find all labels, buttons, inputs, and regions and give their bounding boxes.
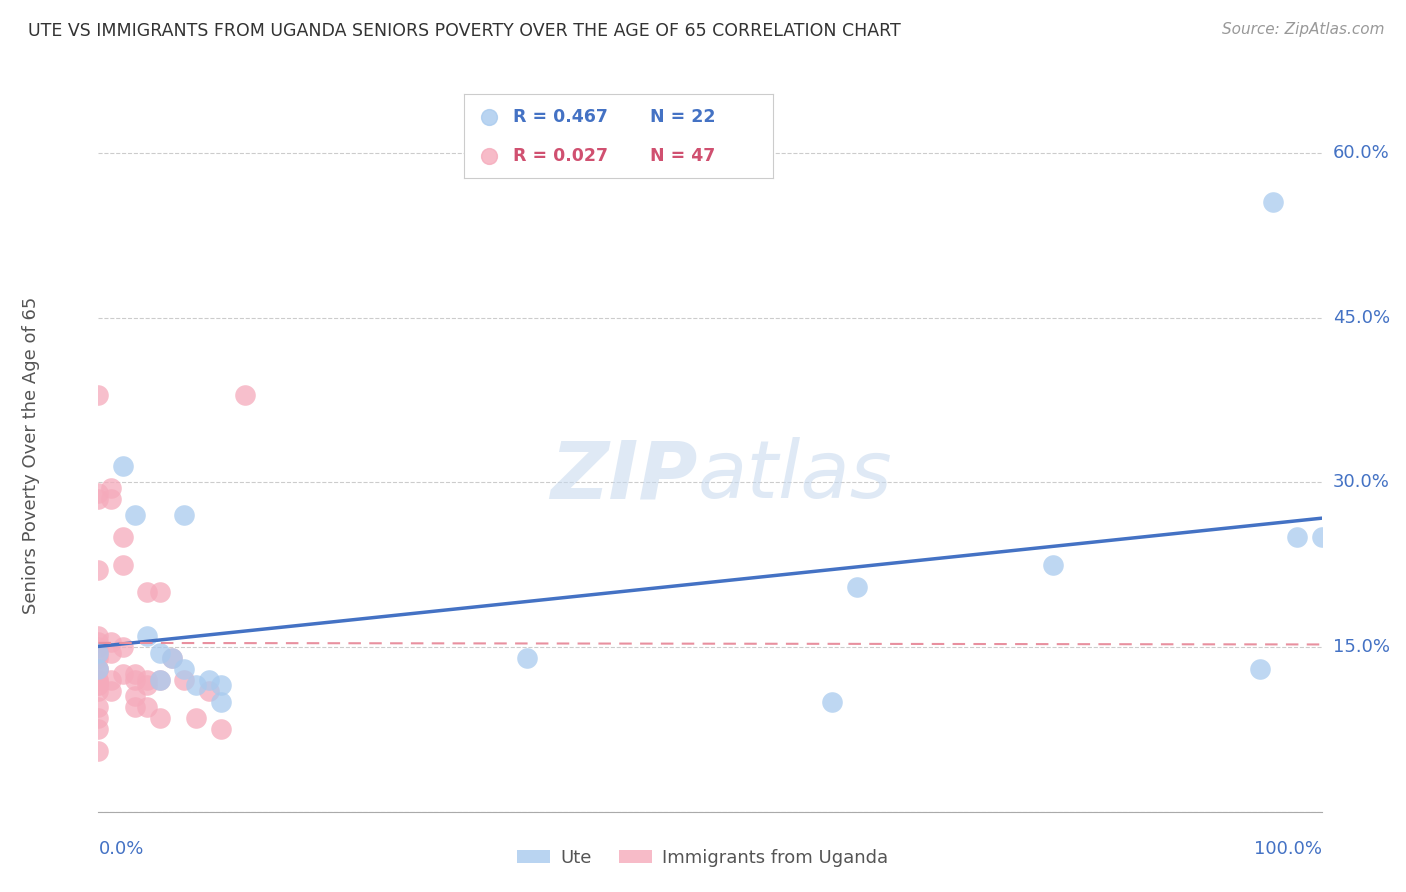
Text: 100.0%: 100.0% [1254,840,1322,858]
Point [136,585,159,599]
Point [173,673,195,687]
Point [173,662,195,676]
Point [111,558,134,572]
Point [149,646,172,660]
Point [209,723,232,737]
Point [111,640,134,654]
Text: Seniors Poverty Over the Age of 65: Seniors Poverty Over the Age of 65 [22,296,41,614]
Point [87,700,110,714]
Point [87,678,110,692]
Point [186,678,208,692]
Point [87,651,110,665]
Point [136,673,159,687]
Point [1261,195,1284,210]
Point [1042,558,1064,572]
Text: 60.0%: 60.0% [1333,144,1389,162]
Point [209,695,232,709]
Point [160,651,183,665]
Point [124,673,146,687]
Point [136,629,159,643]
Text: atlas: atlas [697,437,893,516]
Point [100,684,122,698]
Point [87,387,110,401]
Point [87,646,110,660]
Point [1286,530,1309,544]
Point [1310,530,1333,544]
Point [233,387,256,401]
Text: R = 0.467: R = 0.467 [513,109,609,127]
Point [87,646,110,660]
Point [173,508,195,523]
Point [149,673,172,687]
Point [209,678,232,692]
Text: 45.0%: 45.0% [1333,309,1391,326]
Point [87,563,110,577]
Point [87,634,110,648]
Text: 0.0%: 0.0% [98,840,143,858]
Legend: Ute, Immigrants from Uganda: Ute, Immigrants from Uganda [510,842,896,874]
Text: ZIP: ZIP [550,437,697,516]
Point [87,673,110,687]
Point [87,491,110,506]
Point [87,678,110,692]
Point [160,651,183,665]
Text: N = 22: N = 22 [650,109,716,127]
Point [87,711,110,725]
Point [87,486,110,500]
Point [515,651,537,665]
Point [100,481,122,495]
Point [111,667,134,681]
Text: R = 0.027: R = 0.027 [513,147,609,165]
Point [149,585,172,599]
Point [87,723,110,737]
Point [845,580,868,594]
Text: 30.0%: 30.0% [1333,474,1389,491]
Point [87,629,110,643]
Point [87,684,110,698]
Point [197,673,219,687]
Point [124,690,146,704]
Point [111,458,134,473]
Point [149,711,172,725]
Point [87,673,110,687]
Point [821,695,844,709]
Point [136,678,159,692]
Point [111,530,134,544]
Point [124,508,146,523]
Point [87,662,110,676]
Point [124,667,146,681]
Text: UTE VS IMMIGRANTS FROM UGANDA SENIORS POVERTY OVER THE AGE OF 65 CORRELATION CHA: UTE VS IMMIGRANTS FROM UGANDA SENIORS PO… [28,22,901,40]
Point [197,684,219,698]
Point [124,700,146,714]
Text: Source: ZipAtlas.com: Source: ZipAtlas.com [1222,22,1385,37]
Point [100,646,122,660]
Point [87,744,110,758]
Text: N = 47: N = 47 [650,147,714,165]
Point [87,662,110,676]
Point [87,640,110,654]
Point [100,491,122,506]
Point [1249,662,1271,676]
Point [478,149,501,163]
Point [100,634,122,648]
Point [136,700,159,714]
Point [186,711,208,725]
Point [149,673,172,687]
Point [100,673,122,687]
Point [87,662,110,676]
Point [478,111,501,125]
Text: 15.0%: 15.0% [1333,638,1389,656]
